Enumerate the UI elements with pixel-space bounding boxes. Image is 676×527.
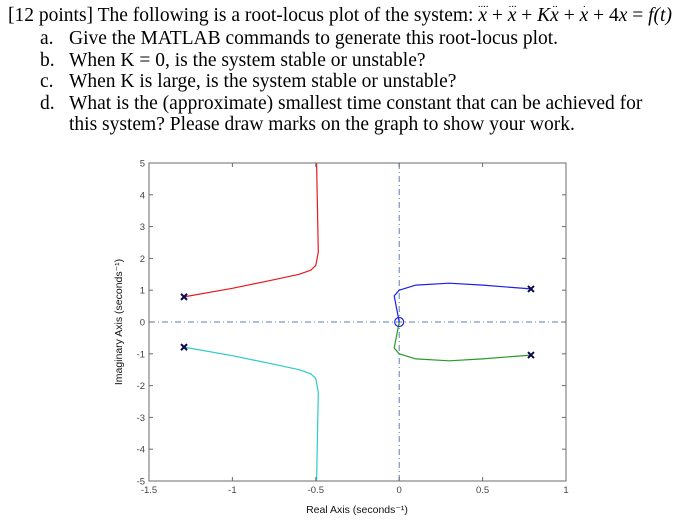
question-part-c: c. When K is large, is the system stable… <box>40 71 669 93</box>
x-tick-label: 1 <box>563 485 568 496</box>
part-text: What is the (approximate) smallest time … <box>69 92 643 136</box>
eq-operator: + <box>486 5 508 26</box>
y-tick-label: -3 <box>137 413 145 424</box>
part-letter: c. <box>40 71 54 92</box>
x-tick-label: -1 <box>228 485 236 496</box>
part-letter: b. <box>40 49 55 71</box>
y-tick-label: 4 <box>140 190 145 201</box>
question-parts: a. Give the MATLAB commands to generate … <box>40 28 669 136</box>
eq-coefficient: 4 <box>608 5 619 26</box>
eq-variable: x ··· <box>507 1 517 26</box>
part-text: When K is large, is the system stable or… <box>69 71 457 92</box>
part-text: When K = 0, is the system stable or unst… <box>69 49 426 71</box>
question-part-a: a. Give the MATLAB commands to generate … <box>40 28 669 50</box>
x-tick-label: 0 <box>397 485 402 496</box>
pole-zero-markers <box>180 285 535 359</box>
locus-branch-2 <box>183 346 319 482</box>
pole-marker-icon <box>180 293 188 301</box>
axis-ticks: -1.5 -1 -0.5 0 0.5 1 -5 -4 -3 -2 -1 0 1 2 3 4 5 <box>137 159 569 497</box>
y-tick-label: -1 <box>137 349 145 360</box>
y-tick-label: -2 <box>137 381 145 392</box>
system-equation: x ···· + x ··· + Kx ·· + x · + 4x = f(t) <box>477 1 672 26</box>
eq-operator: + <box>516 5 538 26</box>
eq-operator: + <box>588 5 609 26</box>
question-part-d: d. What is the (approximate) smallest ti… <box>40 93 669 136</box>
question-header: [12 points] The following is a root-locu… <box>8 1 672 28</box>
eq-variable: x · <box>579 1 589 26</box>
reference-lines <box>149 163 566 481</box>
zero-marker-icon <box>394 316 405 328</box>
eq-rhs: f(t) <box>648 5 672 26</box>
y-tick-label: -4 <box>137 445 145 456</box>
pole-marker-icon <box>180 343 188 351</box>
x-tick-label: -0.5 <box>308 485 324 496</box>
eq-operator: + <box>558 5 580 26</box>
question-part-b: b. When K = 0, is the system stable or u… <box>40 50 669 72</box>
eq-variable: x ···· <box>477 1 489 26</box>
y-axis-label: Imaginary Axis (seconds⁻¹) <box>113 259 125 385</box>
part-letter: a. <box>40 28 54 49</box>
x-tick-label: -1.5 <box>141 485 157 496</box>
part-text: Give the MATLAB commands to generate thi… <box>69 28 559 49</box>
eq-variable: x <box>618 5 628 26</box>
y-tick-label: 0 <box>140 318 145 329</box>
y-tick-label: 1 <box>140 286 145 297</box>
y-tick-label: -5 <box>137 477 145 488</box>
locus-branch-3 <box>393 282 532 323</box>
points-label: [12 points] <box>8 5 94 26</box>
eq-variable: x ·· <box>550 1 559 26</box>
y-tick-label: 5 <box>140 159 145 170</box>
eq-operator: = <box>627 5 649 26</box>
y-tick-label: 3 <box>140 222 145 233</box>
eq-coefficient: K <box>537 5 551 26</box>
x-axis-label: Real Axis (seconds⁻¹) <box>306 504 408 516</box>
x-tick-label: 0.5 <box>476 485 489 496</box>
part-letter: d. <box>40 92 55 114</box>
locus-branch-4 <box>393 321 532 362</box>
y-tick-label: 2 <box>140 254 145 265</box>
pole-marker-icon <box>527 351 535 359</box>
locus-branch-1 <box>183 162 319 298</box>
question-intro: The following is a root-locus plot of th… <box>97 5 474 26</box>
locus-branches <box>183 162 532 482</box>
pole-marker-icon <box>527 285 535 293</box>
